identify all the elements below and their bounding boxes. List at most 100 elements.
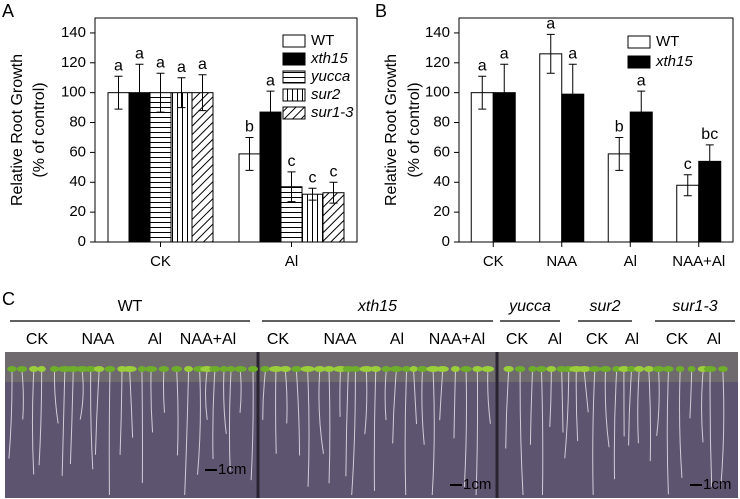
root bbox=[295, 371, 301, 456]
leaf bbox=[219, 366, 229, 372]
leaf bbox=[426, 366, 440, 372]
leaf bbox=[409, 366, 418, 372]
legend-swatch bbox=[282, 34, 306, 48]
root bbox=[228, 371, 232, 472]
leaf bbox=[314, 366, 326, 372]
leaf bbox=[535, 366, 548, 372]
y-axis-label: (% of control) bbox=[31, 82, 48, 177]
legend-swatch bbox=[282, 70, 306, 84]
root bbox=[519, 371, 524, 496]
root bbox=[197, 371, 201, 475]
significance-letter: a bbox=[198, 56, 207, 73]
leaf bbox=[546, 366, 557, 372]
root bbox=[69, 371, 74, 464]
leaf bbox=[618, 366, 630, 372]
root bbox=[364, 371, 368, 435]
leaf bbox=[104, 366, 116, 372]
error-bar bbox=[156, 72, 165, 113]
y-tick-label: 60 bbox=[433, 143, 450, 160]
legend-swatch bbox=[282, 88, 306, 102]
leaf bbox=[269, 366, 283, 372]
plot-frame bbox=[94, 17, 358, 243]
root bbox=[529, 371, 533, 445]
leaf bbox=[687, 366, 696, 372]
y-tick-label: 40 bbox=[433, 173, 450, 190]
root bbox=[637, 371, 640, 444]
significance-letter: b bbox=[615, 119, 624, 136]
leaf bbox=[300, 366, 315, 372]
legend-label: xth15 bbox=[310, 50, 348, 67]
leaf bbox=[260, 366, 271, 372]
root bbox=[583, 371, 589, 413]
leaf bbox=[370, 366, 381, 372]
bar bbox=[301, 193, 324, 243]
bar bbox=[149, 92, 172, 243]
bar bbox=[107, 92, 130, 243]
y-tick-label: 120 bbox=[61, 54, 86, 71]
leaf bbox=[612, 366, 621, 372]
leaf bbox=[16, 366, 28, 372]
root bbox=[307, 371, 310, 487]
root bbox=[318, 371, 324, 454]
scale-label: 1cm bbox=[463, 476, 491, 493]
leaf bbox=[93, 366, 105, 372]
error-bar bbox=[615, 136, 624, 171]
x-tick-label: NAA bbox=[546, 253, 577, 270]
y-tick-label: 40 bbox=[69, 173, 86, 190]
leaf bbox=[209, 366, 221, 372]
error-bar bbox=[478, 75, 487, 110]
leaf bbox=[472, 366, 483, 372]
bar bbox=[170, 92, 193, 243]
leaf bbox=[359, 366, 374, 372]
panel-label: A bbox=[2, 1, 14, 21]
root bbox=[613, 371, 618, 480]
root bbox=[262, 371, 266, 420]
root bbox=[666, 371, 669, 495]
root bbox=[701, 371, 704, 443]
leaf bbox=[416, 366, 428, 372]
y-tick-label: 80 bbox=[433, 114, 450, 131]
root bbox=[592, 371, 596, 496]
root bbox=[90, 371, 94, 470]
significance-letter: a bbox=[114, 57, 123, 74]
y-tick-label: 100 bbox=[425, 84, 450, 101]
legend-label: WT bbox=[311, 32, 334, 49]
treatment-label: Al bbox=[390, 331, 404, 348]
leaf bbox=[7, 366, 17, 372]
error-bar bbox=[329, 181, 338, 204]
significance-letter: c bbox=[288, 153, 296, 170]
root bbox=[392, 371, 397, 444]
root bbox=[212, 371, 216, 459]
y-tick-label: 20 bbox=[433, 203, 450, 220]
root bbox=[184, 371, 190, 496]
significance-letter: a bbox=[266, 72, 275, 89]
error-bar bbox=[546, 33, 555, 74]
leaf bbox=[703, 366, 717, 372]
root bbox=[21, 371, 24, 420]
leaf bbox=[599, 366, 612, 372]
significance-letter: a bbox=[156, 54, 165, 71]
x-tick-label: Al bbox=[285, 253, 298, 270]
group-label: xth15 bbox=[357, 298, 397, 315]
treatment-label: NAA+Al bbox=[180, 331, 236, 348]
leaf bbox=[144, 366, 158, 372]
group-label: sur2 bbox=[589, 298, 620, 315]
leaf bbox=[234, 366, 247, 372]
legend-swatch bbox=[627, 55, 651, 69]
leaf bbox=[323, 366, 335, 372]
root bbox=[475, 371, 479, 496]
leaf bbox=[37, 366, 46, 372]
significance-letter: a bbox=[135, 46, 144, 63]
x-tick-label: CK bbox=[150, 253, 171, 270]
leaf bbox=[350, 366, 361, 372]
treatment-label: NAA bbox=[324, 331, 357, 348]
significance-letter: c bbox=[309, 169, 317, 186]
treatment-label: Al bbox=[707, 331, 721, 348]
y-tick-label: 0 bbox=[442, 233, 450, 250]
error-bar bbox=[177, 77, 186, 109]
group-label: sur1-3 bbox=[672, 298, 717, 315]
root bbox=[413, 371, 418, 425]
bar bbox=[191, 92, 214, 243]
error-bar bbox=[568, 63, 577, 125]
root bbox=[141, 371, 143, 484]
